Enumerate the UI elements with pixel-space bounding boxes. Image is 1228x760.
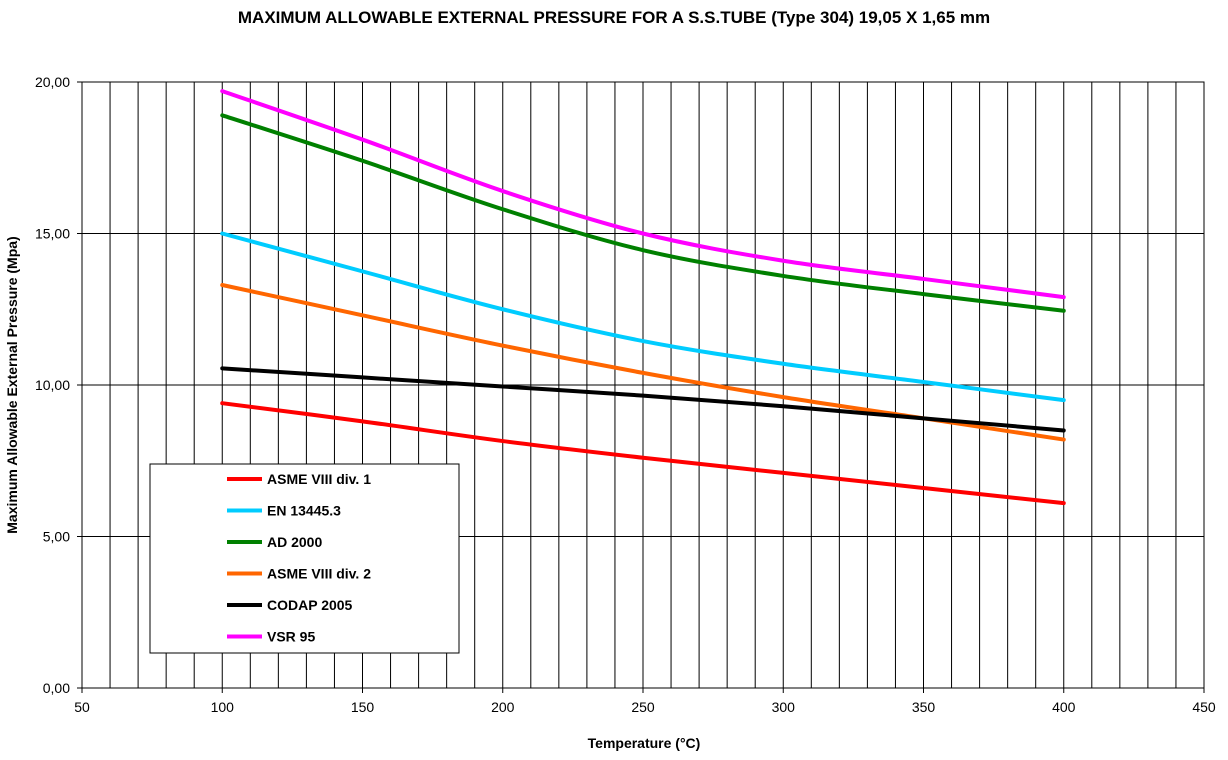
x-tick-label: 250 <box>631 699 655 715</box>
legend-label-vsr-95: VSR 95 <box>267 629 315 645</box>
grid <box>82 82 1204 688</box>
y-axis-ticks: 0,00 5,00 10,00 15,00 20,00 <box>35 74 82 696</box>
series-line-vsr-95 <box>220 89 1066 300</box>
x-tick-label: 400 <box>1052 699 1076 715</box>
y-tick-label: 5,00 <box>43 529 70 545</box>
x-tick-label: 350 <box>912 699 936 715</box>
legend-label-en-13445-3: EN 13445.3 <box>267 503 341 519</box>
legend-label-ad-2000: AD 2000 <box>267 534 322 550</box>
y-tick-label: 0,00 <box>43 680 70 696</box>
series-line-codap-2005 <box>220 366 1066 433</box>
x-tick-label: 200 <box>491 699 515 715</box>
x-tick-label: 150 <box>351 699 375 715</box>
y-tick-label: 20,00 <box>35 74 70 90</box>
series-lines <box>220 89 1066 506</box>
x-tick-label: 50 <box>74 699 90 715</box>
legend-label-codap-2005: CODAP 2005 <box>267 597 353 613</box>
x-tick-label: 100 <box>211 699 235 715</box>
legend: ASME VIII div. 1 EN 13445.3 AD 2000 ASME VI… <box>149 463 460 654</box>
y-tick-label: 10,00 <box>35 377 70 393</box>
series-line-asme-viii-div-1 <box>220 401 1066 506</box>
series-line-ad-2000 <box>220 113 1066 313</box>
legend-box <box>149 463 460 654</box>
x-tick-label: 450 <box>1192 699 1216 715</box>
x-axis-title: Temperature (°C) <box>588 735 701 751</box>
series-line-en-13445-3 <box>220 231 1066 403</box>
legend-label-asme-viii-div-2: ASME VIII div. 2 <box>267 566 371 582</box>
x-tick-label: 300 <box>772 699 796 715</box>
y-axis-title: Maximum Allowable External Pressure (Mpa… <box>4 236 20 533</box>
x-axis-ticks: 50 100 150 200 250 300 350 400 450 <box>74 688 1216 715</box>
y-tick-label: 15,00 <box>35 226 70 242</box>
legend-label-asme-viii-div-1: ASME VIII div. 1 <box>267 471 371 487</box>
chart-title: MAXIMUM ALLOWABLE EXTERNAL PRESSURE FOR … <box>238 8 990 27</box>
